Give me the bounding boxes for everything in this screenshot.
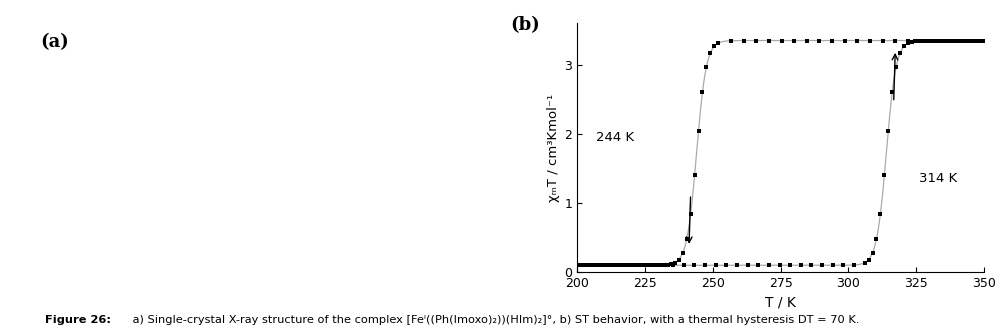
Text: (a): (a) <box>40 33 69 51</box>
Text: 244 K: 244 K <box>596 131 634 144</box>
X-axis label: T / K: T / K <box>764 296 795 310</box>
Text: (b): (b) <box>510 16 540 34</box>
Text: a) Single-crystal X-ray structure of the complex [Feᴵ((Ph(Imoxo)₂))(HIm)₂]°, b) : a) Single-crystal X-ray structure of the… <box>128 315 858 325</box>
Text: 314 K: 314 K <box>918 172 956 185</box>
Text: Figure 26:: Figure 26: <box>45 315 111 325</box>
Y-axis label: χₘT / cm³Kmol⁻¹: χₘT / cm³Kmol⁻¹ <box>547 94 560 202</box>
